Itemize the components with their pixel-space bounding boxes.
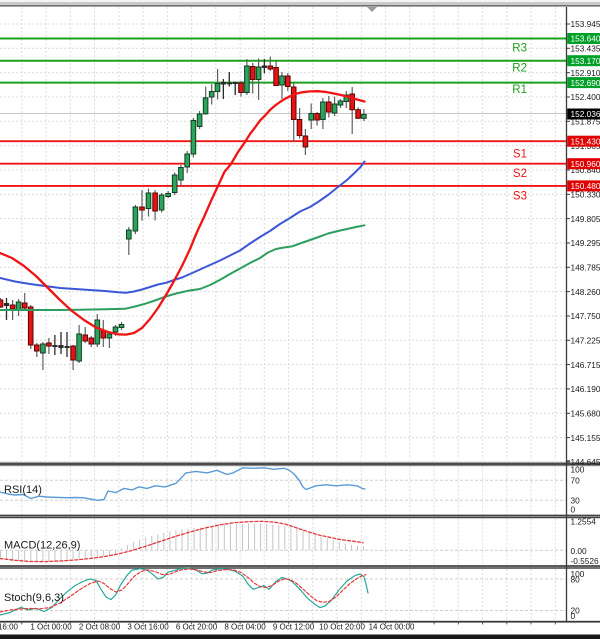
svg-text:70: 70 [571, 476, 581, 486]
svg-text:152.400: 152.400 [571, 92, 600, 102]
svg-text:150.840: 150.840 [571, 165, 600, 175]
svg-text:9 Oct 12:00: 9 Oct 12:00 [273, 623, 315, 632]
svg-text:147.750: 147.750 [571, 311, 600, 321]
svg-text:146.190: 146.190 [571, 384, 600, 394]
svg-text:148.785: 148.785 [571, 263, 600, 273]
svg-text:145.680: 145.680 [571, 409, 600, 419]
svg-text:153.945: 153.945 [571, 19, 600, 29]
svg-text:2 Oct 08:00: 2 Oct 08:00 [79, 623, 121, 632]
svg-text:S1: S1 [513, 149, 527, 161]
svg-text:16:00: 16:00 [0, 623, 19, 632]
svg-text:6 Oct 20:00: 6 Oct 20:00 [176, 623, 218, 632]
svg-text:S3: S3 [513, 191, 527, 203]
svg-text:Stoch(9,6,3): Stoch(9,6,3) [4, 592, 64, 604]
svg-text:MACD(12,26,9): MACD(12,26,9) [4, 540, 80, 552]
svg-text:144.645: 144.645 [571, 457, 600, 467]
svg-text:8 Oct 04:00: 8 Oct 04:00 [224, 623, 266, 632]
svg-text:80: 80 [571, 575, 581, 585]
svg-text:20: 20 [571, 606, 581, 616]
svg-text:R2: R2 [512, 63, 527, 75]
svg-text:151.875: 151.875 [571, 117, 600, 127]
svg-text:153.640: 153.640 [571, 34, 600, 44]
svg-text:148.260: 148.260 [571, 287, 600, 297]
svg-text:150.960: 150.960 [571, 159, 600, 169]
svg-text:RSI(14): RSI(14) [4, 484, 42, 496]
svg-text:14 Oct 00:00: 14 Oct 00:00 [369, 623, 415, 632]
svg-text:153.435: 153.435 [571, 44, 600, 54]
svg-text:10 Oct 20:00: 10 Oct 20:00 [319, 623, 365, 632]
svg-text:150.330: 150.330 [571, 190, 600, 200]
svg-text:1 Oct 00:00: 1 Oct 00:00 [30, 623, 72, 632]
svg-text:149.295: 149.295 [571, 238, 600, 248]
svg-text:0.00: 0.00 [571, 546, 588, 556]
svg-text:149.805: 149.805 [571, 214, 600, 224]
svg-text:0: 0 [571, 505, 576, 515]
svg-text:150.480: 150.480 [571, 181, 600, 191]
svg-text:1.2554: 1.2554 [571, 517, 597, 527]
svg-text:146.715: 146.715 [571, 360, 600, 370]
svg-text:152.036: 152.036 [571, 109, 600, 119]
svg-text:S2: S2 [513, 168, 527, 180]
svg-text:30: 30 [571, 495, 581, 505]
svg-text:100: 100 [571, 569, 585, 579]
svg-text:100: 100 [571, 465, 585, 475]
svg-text:152.910: 152.910 [571, 68, 600, 78]
svg-text:3 Oct 16:00: 3 Oct 16:00 [127, 623, 169, 632]
svg-text:147.225: 147.225 [571, 336, 600, 346]
svg-text:145.155: 145.155 [571, 433, 600, 443]
svg-text:R1: R1 [512, 84, 527, 96]
svg-text:152.690: 152.690 [571, 78, 600, 88]
svg-text:R3: R3 [512, 43, 527, 55]
svg-text:151.430: 151.430 [571, 136, 600, 146]
svg-text:0: 0 [571, 611, 576, 621]
svg-text:153.170: 153.170 [571, 56, 600, 66]
svg-text:-0.5526: -0.5526 [571, 556, 600, 566]
